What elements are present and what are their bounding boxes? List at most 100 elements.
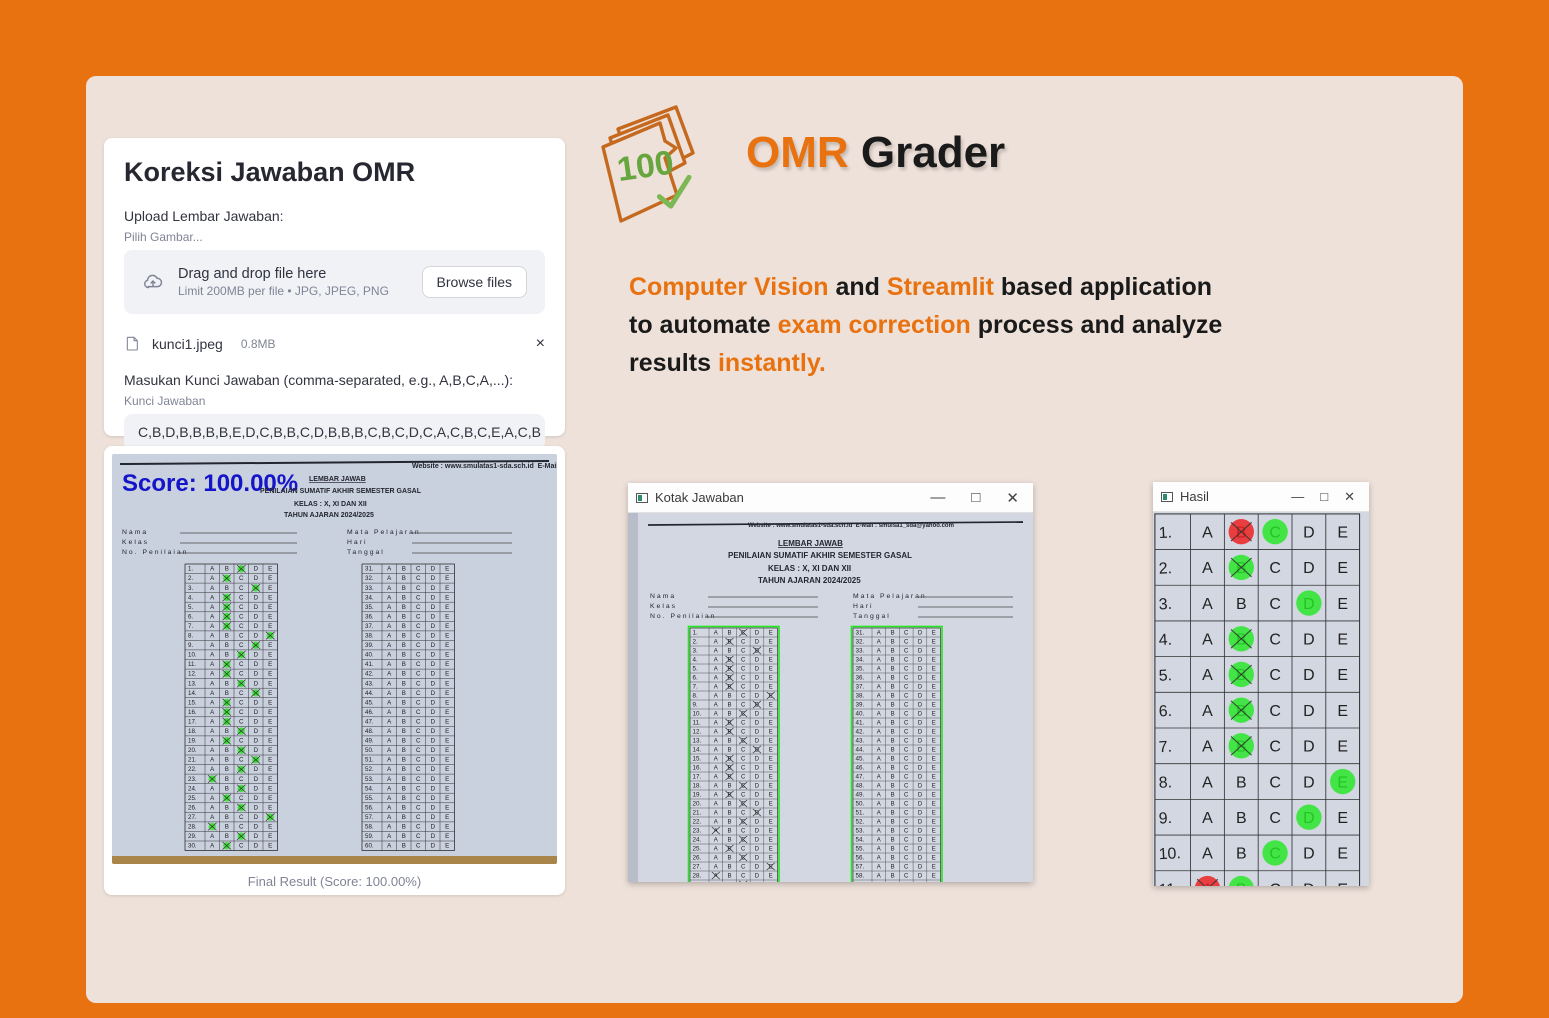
svg-text:C: C [741, 684, 746, 690]
svg-text:E: E [268, 575, 272, 582]
svg-text:E: E [445, 680, 449, 687]
svg-text:E: E [932, 684, 936, 690]
svg-text:D: D [254, 699, 259, 706]
svg-text:4.: 4. [188, 594, 193, 601]
svg-text:B: B [402, 699, 406, 706]
svg-text:E: E [932, 648, 936, 654]
svg-text:D: D [254, 575, 259, 582]
svg-text:1.: 1. [1158, 524, 1172, 542]
svg-text:D: D [918, 846, 923, 852]
svg-text:C: C [416, 824, 421, 831]
svg-text:D: D [431, 776, 436, 783]
svg-text:C: C [904, 747, 909, 753]
svg-text:B: B [225, 833, 229, 840]
svg-text:D: D [755, 630, 760, 636]
svg-text:E: E [445, 843, 449, 850]
svg-text:D: D [431, 623, 436, 630]
svg-text:D: D [254, 747, 259, 754]
svg-text:E: E [268, 785, 272, 792]
svg-text:E: E [1337, 560, 1348, 577]
svg-text:57.: 57. [856, 863, 865, 870]
svg-text:C: C [239, 814, 244, 821]
svg-text:C: C [416, 690, 421, 697]
svg-text:A: A [714, 693, 718, 699]
svg-text:D: D [254, 680, 259, 687]
svg-text:E: E [932, 801, 936, 807]
svg-text:C: C [1269, 739, 1281, 756]
svg-text:C: C [741, 666, 746, 672]
svg-text:E: E [932, 774, 936, 780]
svg-text:C: C [239, 795, 244, 802]
svg-text:C: C [904, 702, 909, 708]
svg-text:A: A [714, 765, 718, 771]
svg-text:B: B [891, 756, 895, 762]
svg-text:11.: 11. [693, 719, 702, 726]
svg-text:E: E [268, 671, 272, 678]
svg-text:B: B [402, 642, 406, 649]
svg-text:Nama: Nama [650, 593, 676, 600]
svg-text:B: B [225, 642, 229, 649]
svg-text:C: C [904, 639, 909, 645]
svg-text:6.: 6. [693, 674, 699, 681]
svg-text:56.: 56. [856, 854, 865, 861]
svg-text:10.: 10. [188, 652, 197, 659]
svg-text:E: E [769, 702, 773, 708]
svg-text:B: B [891, 765, 895, 771]
svg-text:3.: 3. [693, 647, 699, 654]
svg-text:E: E [769, 765, 773, 771]
svg-text:B: B [1236, 846, 1247, 863]
svg-text:D: D [755, 666, 760, 672]
svg-text:E: E [268, 652, 272, 659]
svg-text:18.: 18. [693, 782, 702, 789]
svg-text:E: E [769, 792, 773, 798]
svg-text:C: C [904, 648, 909, 654]
svg-text:11.: 11. [1158, 881, 1180, 886]
svg-text:E: E [769, 810, 773, 816]
svg-text:D: D [1303, 846, 1315, 863]
svg-text:C: C [416, 633, 421, 640]
svg-text:26.: 26. [188, 804, 197, 811]
svg-text:B: B [402, 814, 406, 821]
svg-text:D: D [431, 747, 436, 754]
svg-text:E: E [268, 690, 272, 697]
svg-text:C: C [904, 837, 909, 843]
svg-text:20.: 20. [693, 800, 702, 807]
svg-text:B: B [727, 873, 731, 879]
svg-text:54.: 54. [365, 785, 374, 792]
svg-text:B: B [891, 792, 895, 798]
svg-text:C: C [416, 709, 421, 716]
svg-text:B: B [225, 566, 229, 573]
svg-text:B: B [402, 604, 406, 611]
svg-text:E: E [769, 846, 773, 852]
svg-text:C: C [741, 756, 746, 762]
svg-text:B: B [727, 801, 731, 807]
svg-text:D: D [431, 661, 436, 668]
svg-text:E: E [769, 684, 773, 690]
svg-text:A: A [877, 747, 881, 753]
svg-text:D: D [918, 792, 923, 798]
svg-text:A: A [877, 639, 881, 645]
svg-text:E: E [445, 613, 449, 620]
svg-text:D: D [918, 747, 923, 753]
svg-text:E: E [769, 837, 773, 843]
svg-text:13.: 13. [188, 680, 197, 687]
svg-text:A: A [714, 711, 718, 717]
svg-text:A: A [714, 684, 718, 690]
svg-text:E: E [1337, 524, 1348, 541]
svg-text:C: C [741, 702, 746, 708]
svg-text:C: C [416, 699, 421, 706]
svg-text:58.: 58. [365, 824, 374, 831]
svg-text:B: B [402, 585, 406, 592]
svg-text:A: A [714, 729, 718, 735]
svg-text:C: C [416, 623, 421, 630]
svg-text:D: D [755, 855, 760, 861]
svg-text:53.: 53. [856, 827, 865, 834]
svg-text:59.: 59. [365, 833, 374, 840]
svg-text:D: D [431, 690, 436, 697]
svg-text:E: E [445, 652, 449, 659]
svg-text:B: B [402, 613, 406, 620]
svg-text:B: B [402, 757, 406, 764]
svg-text:41.: 41. [365, 661, 374, 668]
svg-text:C: C [1269, 774, 1281, 791]
svg-text:2.: 2. [1158, 560, 1172, 578]
